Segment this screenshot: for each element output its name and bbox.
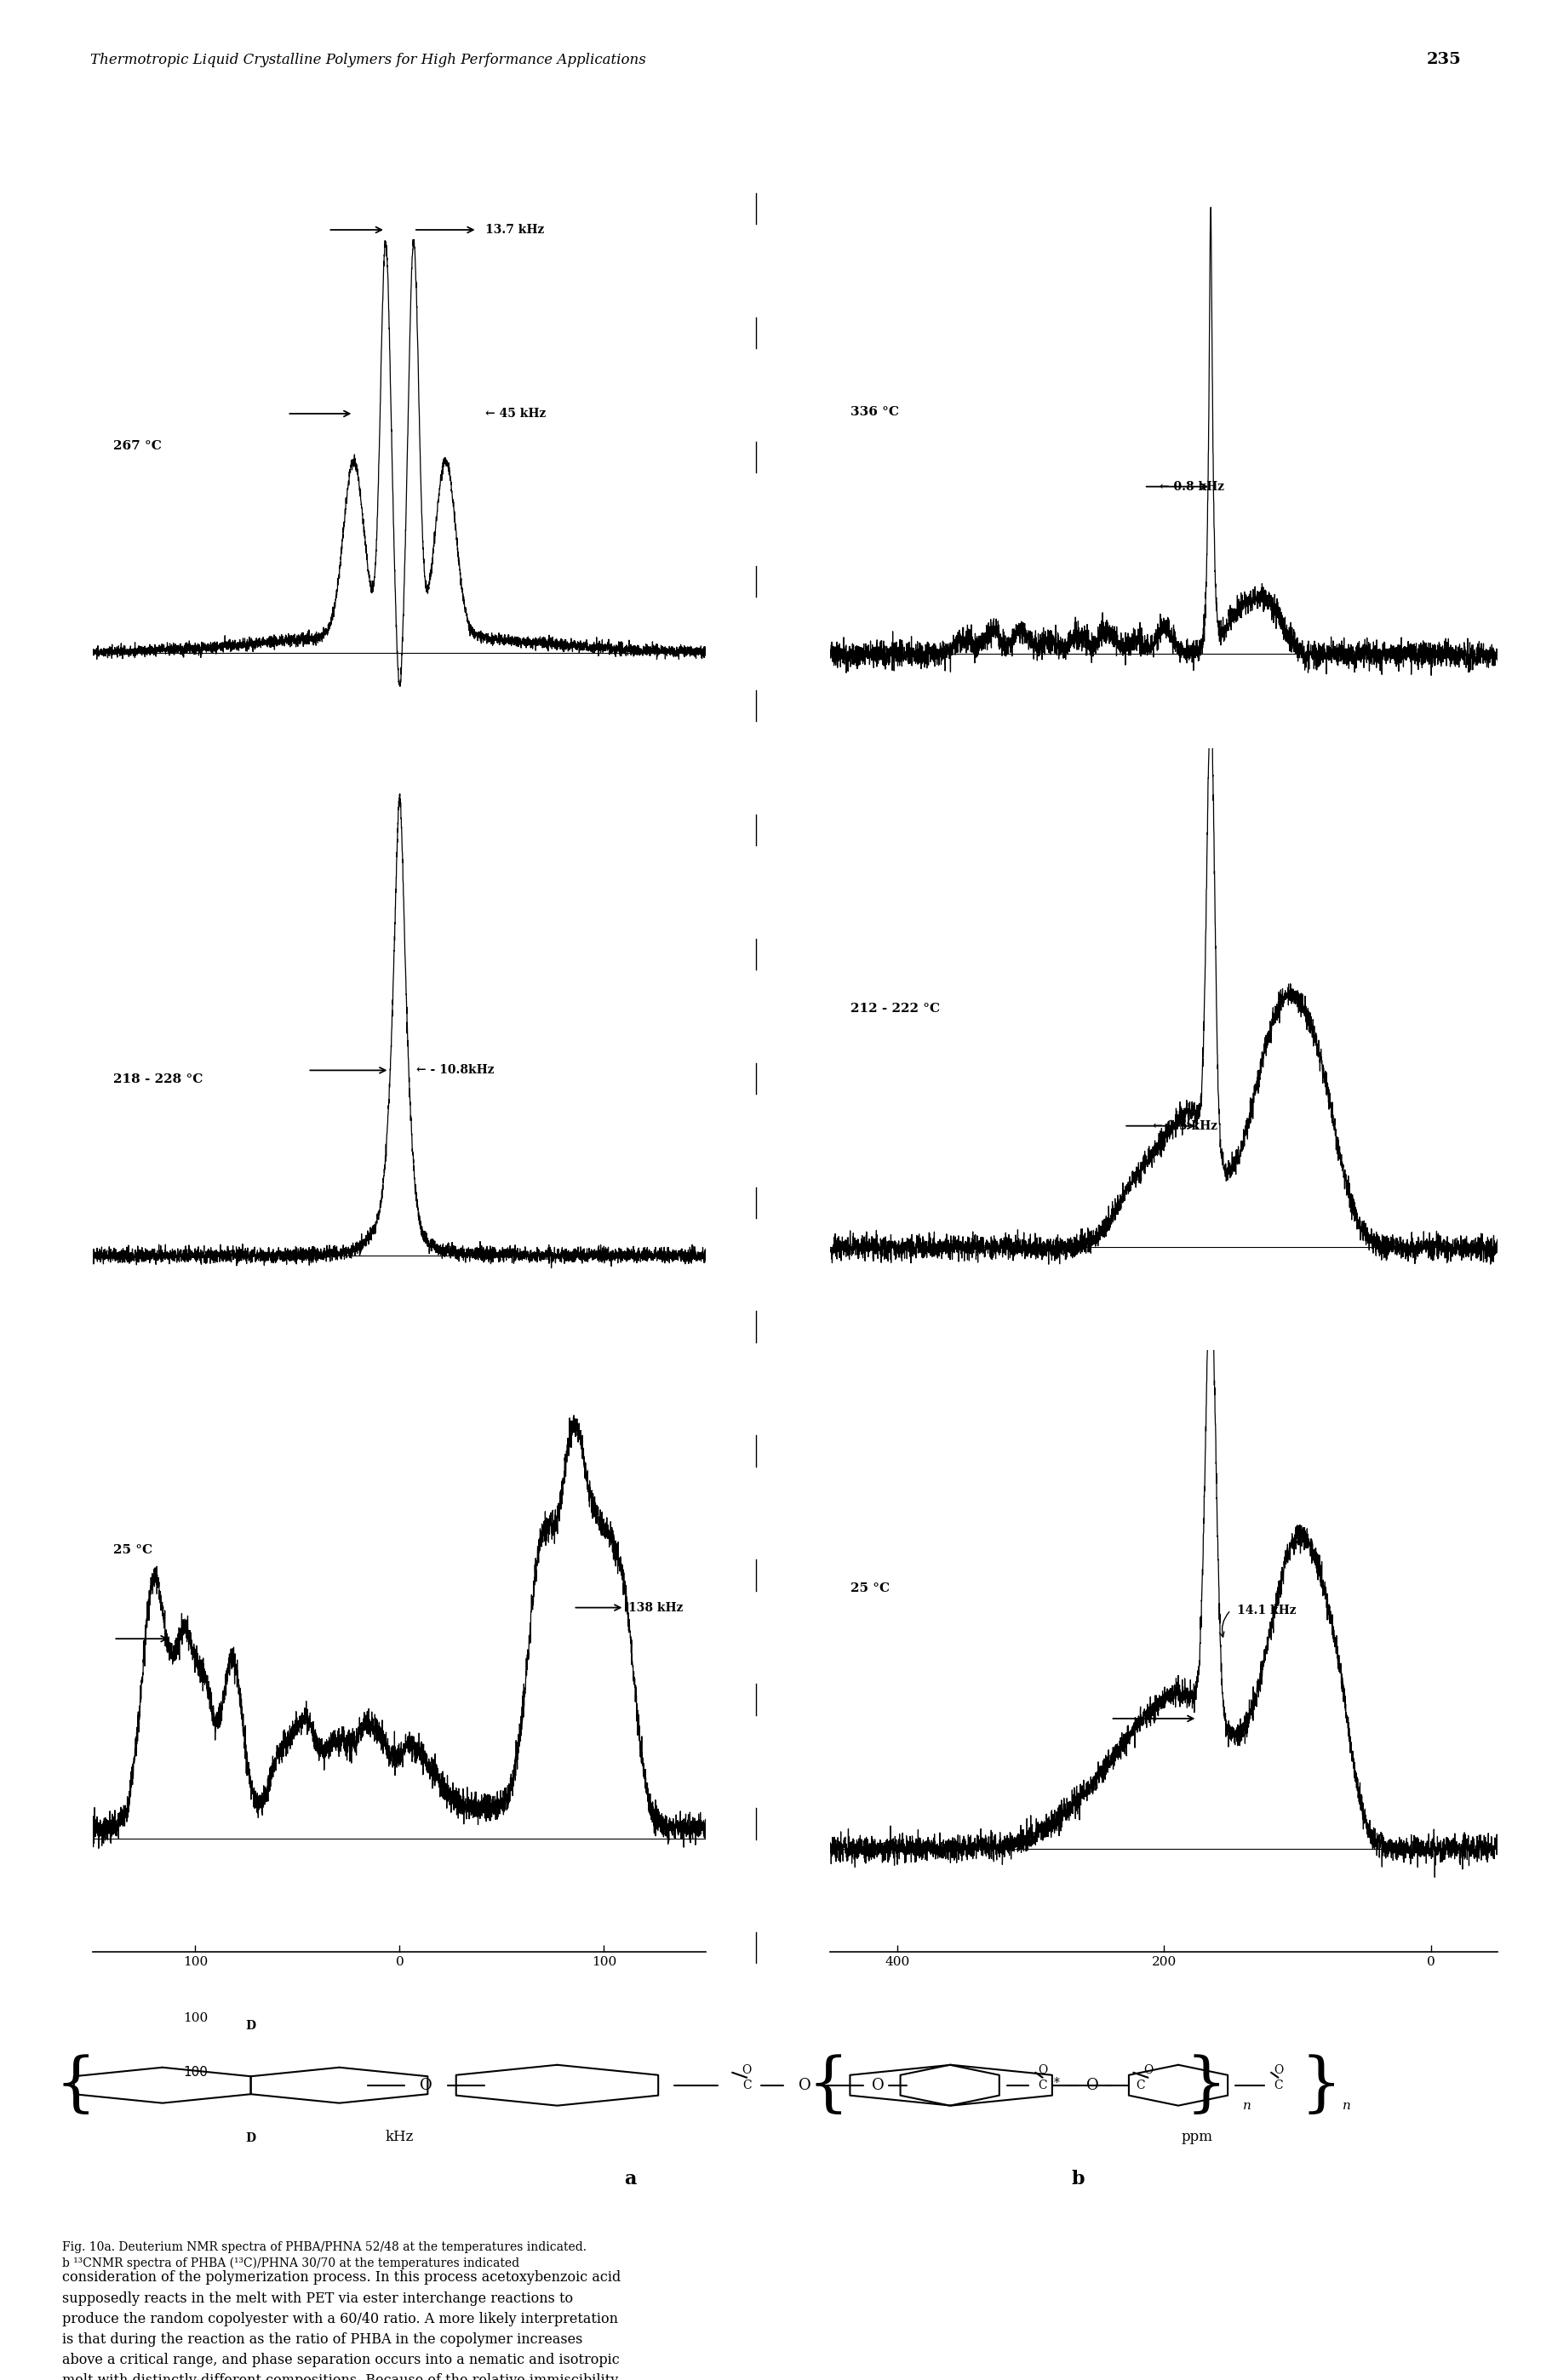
Text: 14.1 kHz: 14.1 kHz [1237,1604,1296,1616]
Text: O: O [1038,2063,1048,2075]
Text: 218 - 228 °C: 218 - 228 °C [113,1073,203,1085]
Text: O: O [1144,2063,1153,2075]
Text: *: * [1054,2078,1060,2090]
Text: ← 0.8 kHz: ← 0.8 kHz [1159,481,1225,493]
Text: O: O [1086,2078,1099,2092]
Text: 25 °C: 25 °C [113,1545,152,1557]
Text: O: O [419,2078,431,2092]
Text: Fig. 10a. Deuterium NMR spectra of PHBA/PHNA 52/48 at the temperatures indicated: Fig. 10a. Deuterium NMR spectra of PHBA/… [62,2242,587,2268]
Text: }: } [1301,2054,1342,2116]
Text: consideration of the polymerization process. In this process acetoxybenzoic acid: consideration of the polymerization proc… [62,2271,625,2380]
Text: kHz: kHz [385,2130,414,2144]
Text: ← 45 kHz: ← 45 kHz [486,407,546,419]
Text: 100: 100 [183,2013,208,2025]
Text: {: { [54,2054,96,2116]
Text: 212 - 222 °C: 212 - 222 °C [850,1002,941,1014]
Text: {: { [807,2054,849,2116]
Text: 267 °C: 267 °C [113,440,161,452]
Text: ppm: ppm [1181,2130,1214,2144]
Text: D: D [245,2021,256,2033]
Text: a: a [624,2171,636,2190]
Text: 100: 100 [183,2066,208,2078]
Text: ← - 10.8kHz: ← - 10.8kHz [416,1064,494,1076]
Text: O: O [1274,2063,1284,2075]
Text: 336 °C: 336 °C [850,405,899,416]
Text: 235: 235 [1426,52,1462,67]
Text: 13.7 kHz: 13.7 kHz [486,224,545,236]
Text: ← 9.5 kHz: ← 9.5 kHz [1153,1121,1217,1133]
Text: n: n [1243,2099,1251,2111]
Text: 138 kHz: 138 kHz [629,1602,683,1614]
Text: }: } [1186,2054,1228,2116]
Text: D: D [245,2132,256,2144]
Text: C: C [1274,2080,1284,2092]
Text: n: n [1342,2099,1350,2111]
Text: b: b [1072,2171,1085,2190]
Text: O: O [799,2078,812,2092]
Text: O: O [742,2063,751,2075]
Text: Thermotropic Liquid Crystalline Polymers for High Performance Applications: Thermotropic Liquid Crystalline Polymers… [90,52,646,67]
Text: O: O [872,2078,885,2092]
Text: 25 °C: 25 °C [850,1583,889,1595]
Text: C: C [1038,2080,1048,2092]
Text: C: C [742,2080,751,2092]
Text: C: C [1136,2080,1145,2092]
